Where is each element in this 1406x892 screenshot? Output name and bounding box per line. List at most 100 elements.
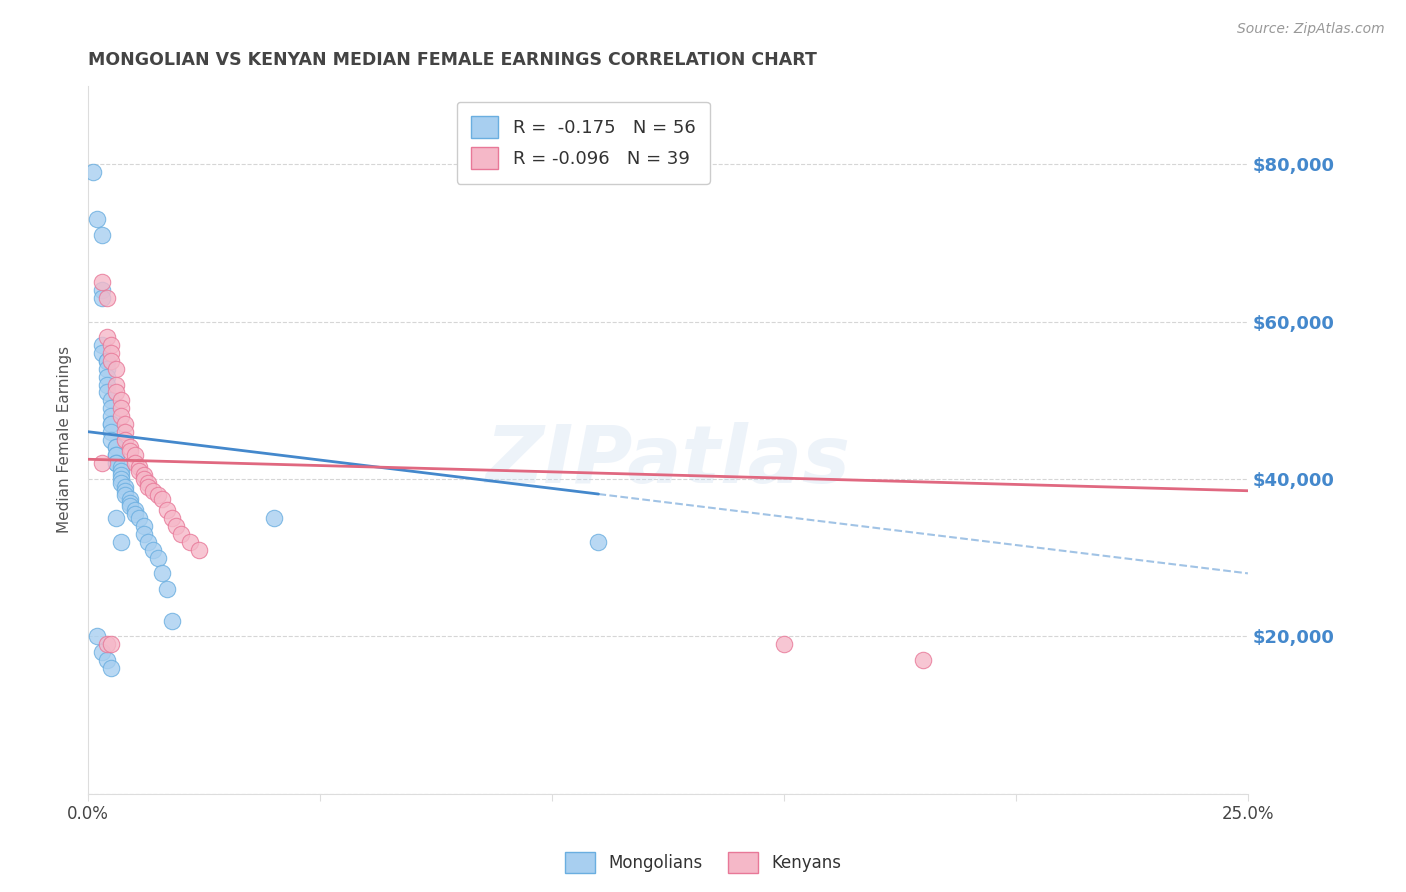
Point	[104, 456, 127, 470]
Y-axis label: Median Female Earnings: Median Female Earnings	[58, 346, 72, 533]
Point	[142, 542, 165, 557]
Point	[150, 566, 173, 581]
Point	[138, 480, 160, 494]
Point	[132, 472, 155, 486]
Point	[110, 409, 132, 423]
Point	[104, 377, 127, 392]
Point	[110, 475, 132, 490]
Point	[104, 361, 127, 376]
Point	[100, 393, 122, 408]
Point	[100, 637, 122, 651]
Point	[104, 385, 127, 400]
Legend: R =  -0.175   N = 56, R = -0.096   N = 39: R = -0.175 N = 56, R = -0.096 N = 39	[457, 102, 710, 184]
Point	[100, 338, 122, 352]
Point	[138, 534, 160, 549]
Point	[91, 291, 114, 305]
Point	[263, 511, 285, 525]
Point	[179, 534, 201, 549]
Point	[114, 417, 136, 431]
Point	[142, 483, 165, 498]
Point	[124, 448, 146, 462]
Point	[104, 448, 127, 462]
Point	[100, 417, 122, 431]
Point	[82, 165, 104, 179]
Point	[132, 527, 155, 541]
Point	[124, 508, 146, 522]
Point	[110, 464, 132, 478]
Point	[91, 275, 114, 289]
Point	[110, 460, 132, 475]
Point	[91, 346, 114, 360]
Point	[100, 417, 122, 431]
Text: MONGOLIAN VS KENYAN MEDIAN FEMALE EARNINGS CORRELATION CHART: MONGOLIAN VS KENYAN MEDIAN FEMALE EARNIN…	[89, 51, 817, 69]
Text: ZIPatlas: ZIPatlas	[485, 422, 851, 500]
Point	[96, 653, 118, 667]
Point	[588, 534, 610, 549]
Point	[132, 519, 155, 533]
Point	[96, 291, 118, 305]
Point	[118, 495, 141, 509]
Point	[104, 456, 127, 470]
Point	[100, 425, 122, 439]
Point	[118, 491, 141, 506]
Point	[86, 212, 108, 227]
Legend: Mongolians, Kenyans: Mongolians, Kenyans	[558, 846, 848, 880]
Point	[104, 441, 127, 455]
Point	[104, 511, 127, 525]
Point	[96, 354, 118, 368]
Point	[96, 369, 118, 384]
Point	[128, 511, 150, 525]
Point	[110, 472, 132, 486]
Point	[160, 614, 183, 628]
Point	[96, 330, 118, 344]
Point	[118, 441, 141, 455]
Point	[96, 637, 118, 651]
Point	[146, 550, 169, 565]
Point	[91, 227, 114, 242]
Point	[114, 488, 136, 502]
Point	[146, 488, 169, 502]
Text: Source: ZipAtlas.com: Source: ZipAtlas.com	[1237, 22, 1385, 37]
Point	[91, 456, 114, 470]
Point	[91, 645, 114, 659]
Point	[118, 444, 141, 458]
Point	[86, 629, 108, 643]
Point	[96, 377, 118, 392]
Point	[160, 511, 183, 525]
Point	[118, 500, 141, 514]
Point	[104, 441, 127, 455]
Point	[96, 361, 118, 376]
Point	[114, 480, 136, 494]
Point	[170, 527, 193, 541]
Point	[156, 503, 179, 517]
Point	[96, 354, 118, 368]
Point	[132, 468, 155, 483]
Point	[100, 409, 122, 423]
Point	[91, 338, 114, 352]
Point	[128, 460, 150, 475]
Point	[110, 401, 132, 416]
Point	[128, 464, 150, 478]
Point	[100, 354, 122, 368]
Point	[100, 401, 122, 416]
Point	[110, 534, 132, 549]
Point	[110, 468, 132, 483]
Point	[156, 582, 179, 596]
Point	[91, 283, 114, 297]
Point	[114, 433, 136, 447]
Point	[114, 425, 136, 439]
Point	[96, 385, 118, 400]
Point	[912, 653, 935, 667]
Point	[100, 433, 122, 447]
Point	[114, 483, 136, 498]
Point	[773, 637, 796, 651]
Point	[188, 542, 211, 557]
Point	[104, 448, 127, 462]
Point	[124, 503, 146, 517]
Point	[110, 393, 132, 408]
Point	[100, 346, 122, 360]
Point	[100, 661, 122, 675]
Point	[138, 475, 160, 490]
Point	[150, 491, 173, 506]
Point	[124, 456, 146, 470]
